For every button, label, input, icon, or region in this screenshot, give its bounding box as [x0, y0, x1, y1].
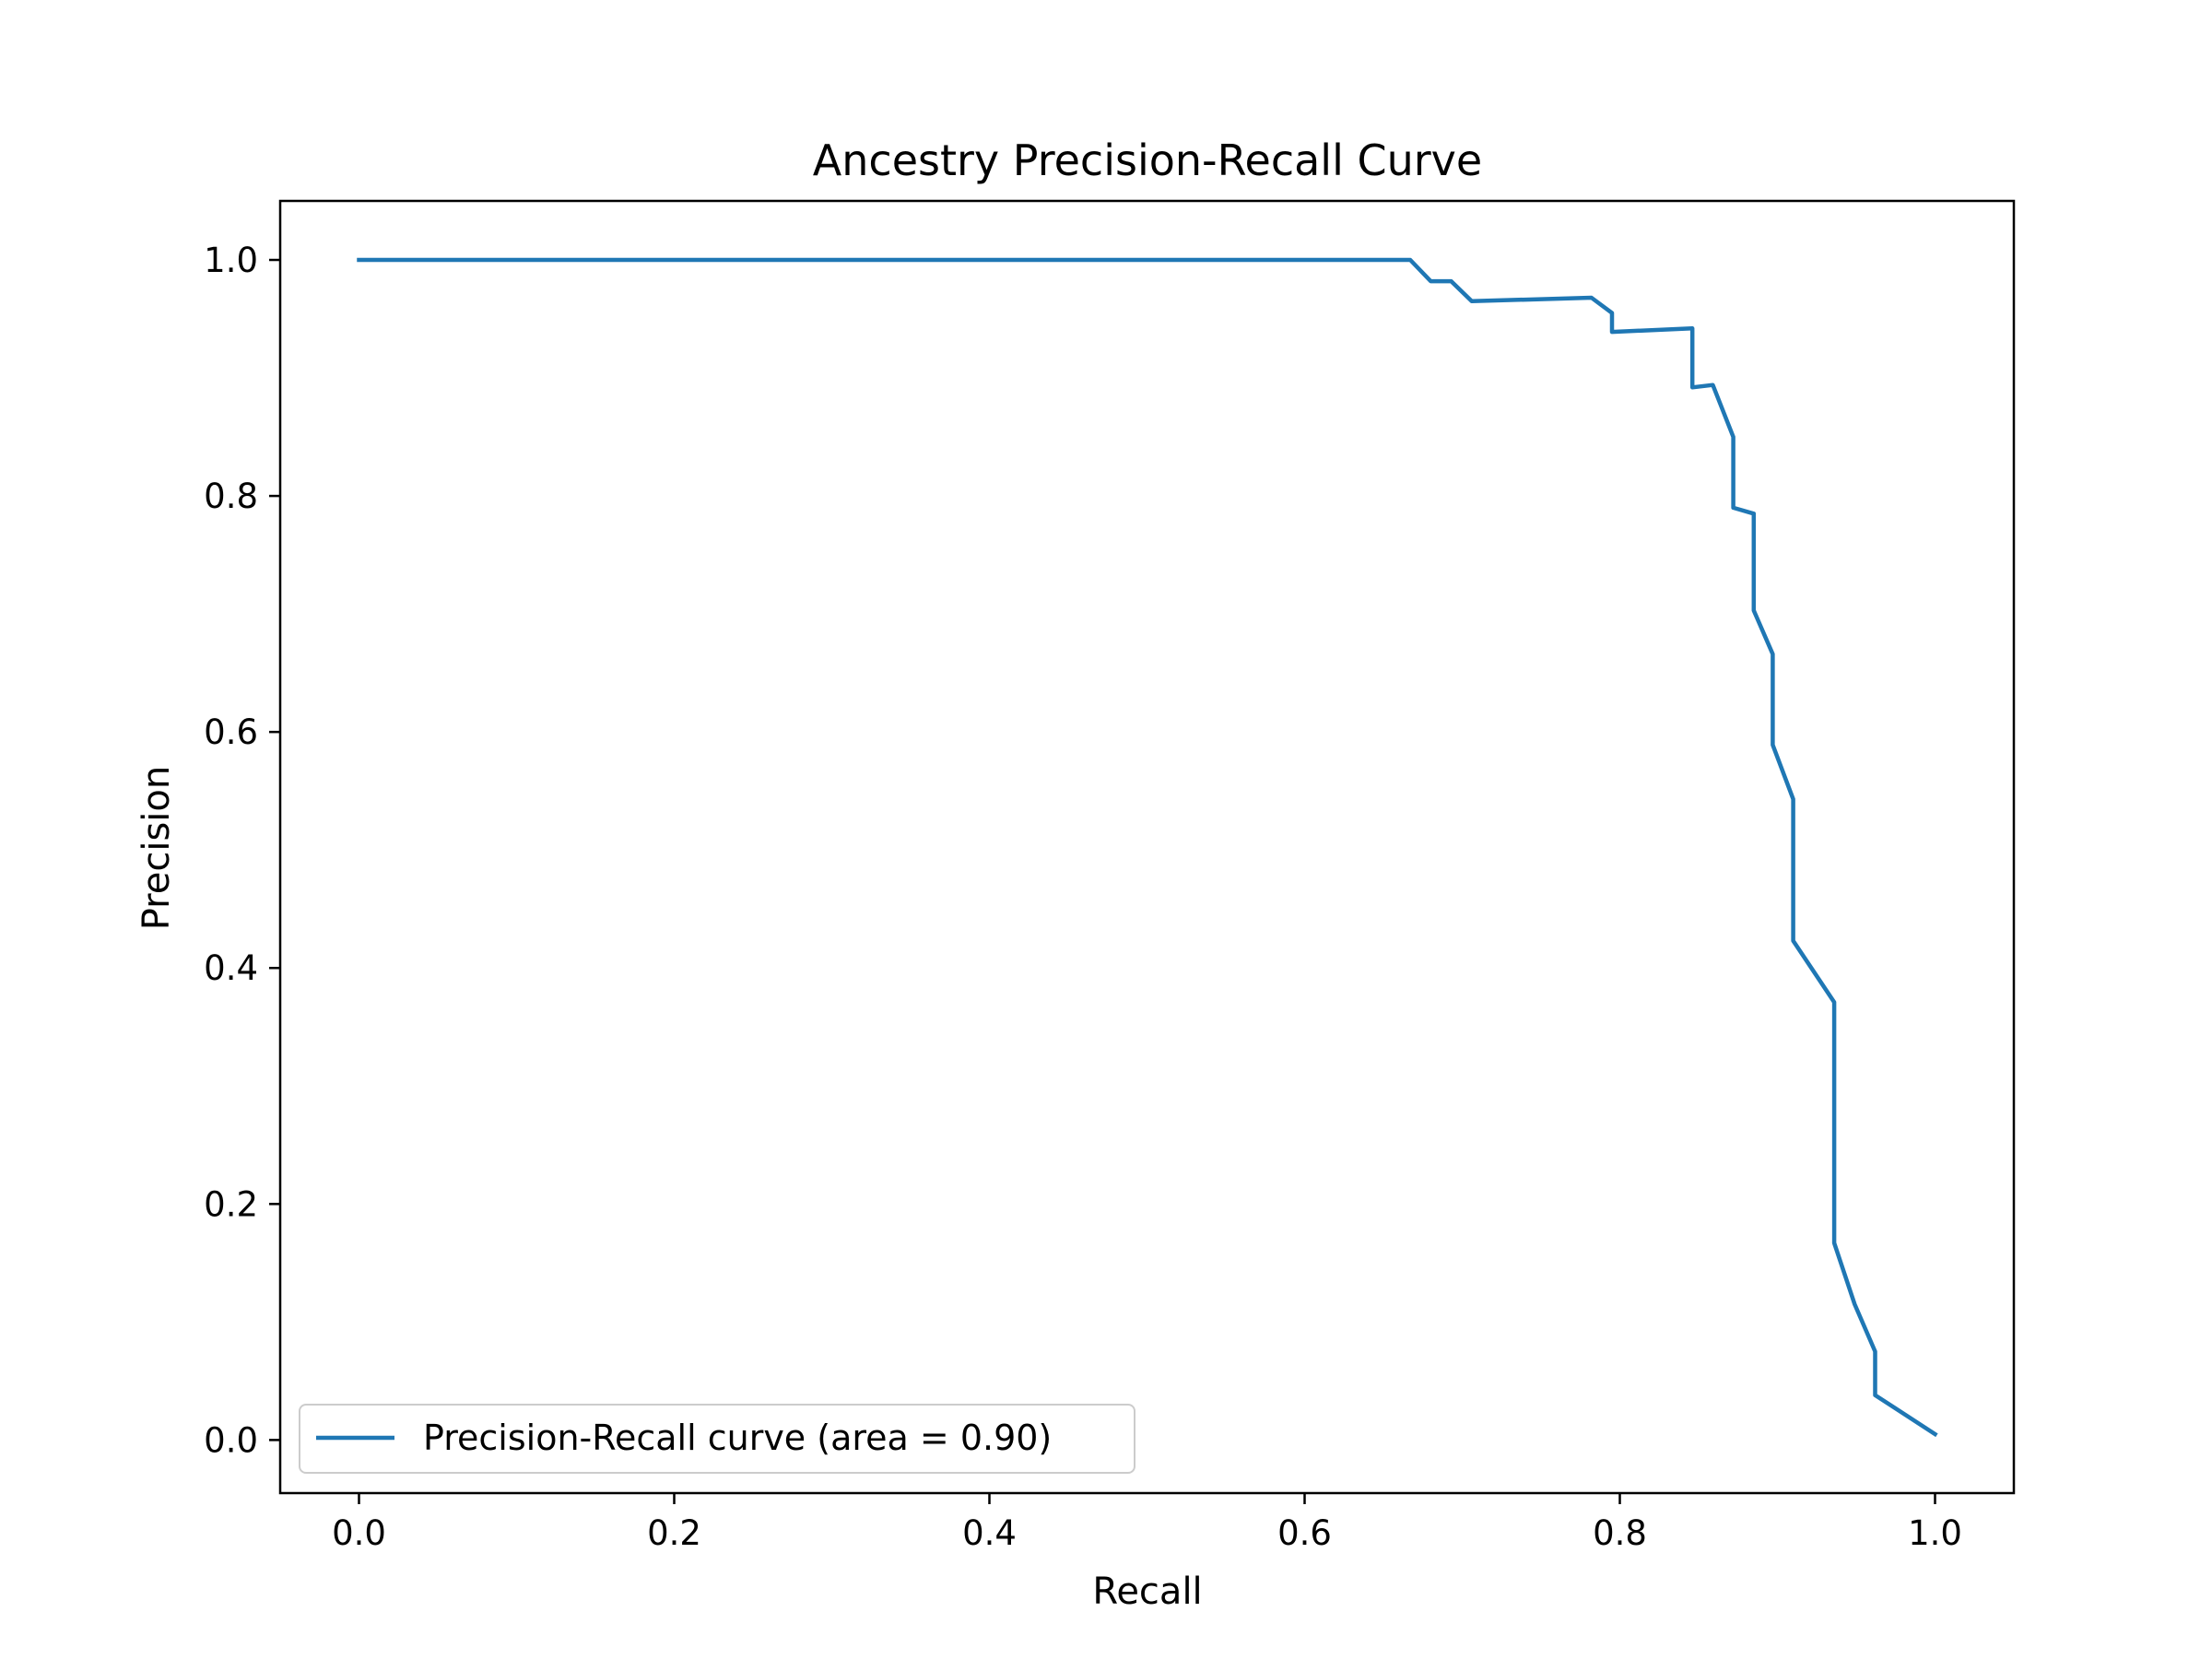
- y-tick-label: 0.0: [204, 1420, 258, 1460]
- x-tick-label: 0.8: [1593, 1513, 1647, 1553]
- y-tick-label: 0.2: [204, 1184, 258, 1224]
- precision-recall-line: [357, 257, 1938, 1438]
- y-tick-label: 0.4: [204, 948, 258, 988]
- legend-box: [299, 1404, 1135, 1474]
- x-axis-label: Recall: [1092, 1571, 1202, 1613]
- x-tick-label: 0.2: [647, 1513, 701, 1553]
- legend: Precision-Recall curve (area = 0.90): [299, 1404, 1135, 1474]
- x-tick-label: 0.4: [962, 1513, 1017, 1553]
- y-axis-ticks: 0.0 0.2 0.4 0.6 0.8 1.0: [204, 241, 280, 1460]
- series-layer: [357, 257, 1938, 1438]
- y-tick-label: 0.6: [204, 712, 258, 752]
- chart-title: Ancestry Precision-Recall Curve: [813, 135, 1482, 185]
- y-tick-label: 0.8: [204, 477, 258, 516]
- x-axis-ticks: 0.0 0.2 0.4 0.6 0.8 1.0: [332, 1493, 1962, 1553]
- y-tick-label: 1.0: [204, 241, 258, 280]
- x-tick-label: 1.0: [1908, 1513, 1962, 1553]
- legend-entry-label: Precision-Recall curve (area = 0.90): [423, 1418, 1052, 1458]
- x-tick-label: 0.6: [1277, 1513, 1332, 1553]
- plot-area-frame: [278, 199, 2016, 1495]
- x-tick-label: 0.0: [332, 1513, 386, 1553]
- y-axis-label: Precision: [135, 766, 178, 930]
